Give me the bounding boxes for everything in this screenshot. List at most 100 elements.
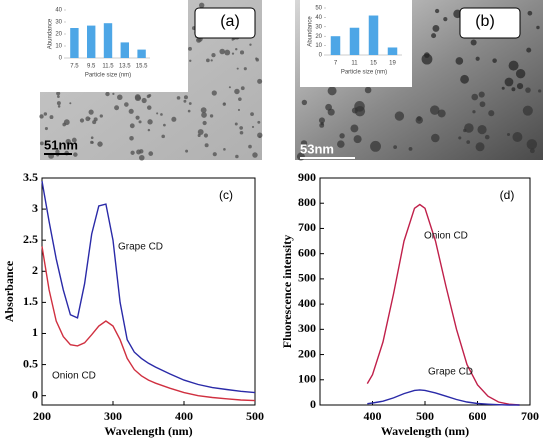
particle [43, 112, 48, 116]
particle [117, 94, 123, 101]
particle [112, 92, 115, 95]
particle [393, 145, 398, 150]
y-tick-label: 2.5 [23, 232, 38, 246]
particle [231, 52, 235, 55]
particle [57, 105, 61, 108]
particle [69, 102, 72, 105]
x-tick-label: 600 [469, 409, 487, 423]
particle [97, 141, 103, 147]
particle [466, 140, 471, 144]
particle [251, 125, 255, 129]
particle [203, 133, 209, 138]
particle [128, 108, 134, 114]
particle [234, 122, 238, 126]
particle [488, 110, 495, 117]
x-axis-label: Particle size (nm) [341, 70, 387, 76]
x-tick-label: 500 [246, 409, 264, 423]
particle [129, 136, 134, 141]
y-tick-label: 800 [298, 195, 316, 209]
particle [79, 118, 85, 123]
x-axis-label: Wavelength (nm) [381, 424, 469, 438]
y-tick-label: 700 [298, 220, 316, 234]
particle [211, 90, 217, 96]
bar [87, 25, 96, 59]
particle [337, 140, 345, 148]
y-tick-label: 0 [32, 387, 38, 401]
particle [235, 154, 239, 159]
y-tick-label: 200 [298, 346, 316, 360]
particle [183, 95, 188, 100]
particle [301, 99, 308, 106]
particle [141, 97, 147, 104]
particle [206, 58, 210, 63]
y-tick-label: 1.5 [23, 294, 38, 308]
label-box [194, 7, 256, 39]
particle [492, 58, 497, 63]
scale-bar-label: 51nm [44, 137, 78, 152]
particle [508, 60, 519, 71]
particle [522, 105, 533, 116]
particle [39, 114, 44, 119]
particle [239, 130, 244, 135]
particle [249, 43, 252, 46]
series-label: Grape CD [118, 242, 163, 253]
particle [257, 120, 261, 124]
y-axis-label: Abundance [48, 18, 54, 49]
particle [421, 53, 433, 65]
particle [475, 142, 485, 152]
particle [124, 102, 129, 107]
particle [136, 149, 142, 155]
particle [71, 137, 77, 143]
series-label: Onion CD [424, 231, 468, 242]
particle [234, 88, 240, 95]
x-axis-label: Wavelength (nm) [104, 424, 192, 438]
particle [318, 117, 325, 124]
particle [55, 149, 60, 154]
bar [330, 36, 341, 55]
particle [223, 148, 226, 151]
particle [90, 136, 94, 140]
bar [368, 15, 379, 55]
particle [475, 56, 480, 61]
particle [224, 49, 231, 56]
y-tick-label: 30 [315, 24, 322, 30]
particle [56, 101, 61, 106]
particle [201, 112, 207, 118]
series-line [41, 246, 256, 402]
bar [120, 42, 129, 58]
x-tick-label: 7.5 [70, 64, 79, 70]
particle [56, 91, 61, 96]
particle [163, 123, 166, 127]
series-line [367, 389, 520, 406]
bar [103, 23, 113, 58]
particle [239, 126, 243, 130]
y-axis-label: Absorbance [2, 260, 16, 322]
x-tick-label: 200 [33, 409, 51, 423]
x-tick-label: 7 [334, 61, 338, 67]
particle [90, 140, 94, 144]
particle [57, 95, 60, 99]
particle [252, 152, 258, 158]
particle [526, 139, 538, 150]
particle [210, 59, 213, 62]
particle [431, 133, 440, 143]
particle [470, 39, 477, 46]
particle [212, 152, 217, 157]
y-tick-label: 0.5 [23, 356, 38, 370]
particle [160, 113, 163, 116]
label-box [459, 7, 521, 39]
particle [527, 10, 533, 16]
particle [197, 129, 204, 135]
particle [135, 115, 140, 120]
particle [248, 144, 252, 149]
y-tick-label: 0 [319, 53, 323, 59]
particle [431, 33, 437, 39]
particle [525, 87, 531, 93]
particle [240, 86, 245, 91]
particle [477, 125, 487, 135]
particle [146, 94, 151, 99]
y-tick-label: 10 [315, 43, 322, 49]
particle [243, 67, 247, 71]
series-line [41, 180, 256, 394]
